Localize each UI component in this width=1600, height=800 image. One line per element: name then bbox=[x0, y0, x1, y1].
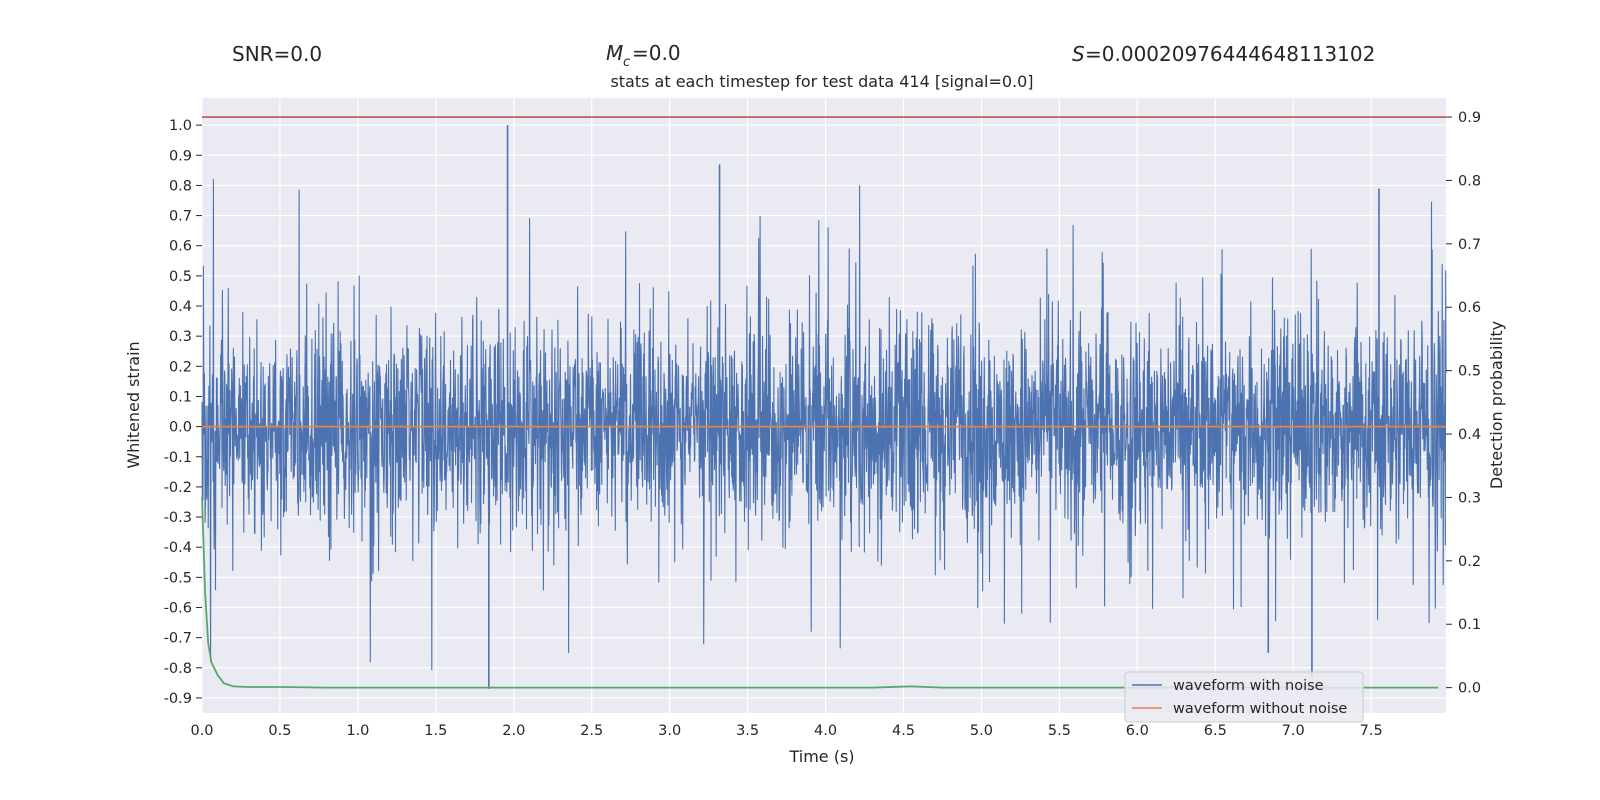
x-tick-label: 1.5 bbox=[424, 723, 447, 739]
y-tick-label: -0.3 bbox=[164, 510, 192, 526]
chart-title: stats at each timestep for test data 414… bbox=[610, 72, 1033, 91]
x-tick-label: 5.5 bbox=[1048, 723, 1071, 739]
x-tick-label: 4.0 bbox=[814, 723, 837, 739]
legend-label-without-noise: waveform without noise bbox=[1173, 701, 1347, 717]
y-tick-label: -0.1 bbox=[164, 450, 192, 466]
snr-label: SNR=0.0 bbox=[232, 42, 322, 66]
y2-tick-label: 0.3 bbox=[1458, 490, 1481, 506]
x-tick-label: 2.0 bbox=[502, 723, 525, 739]
x-tick-label: 0.0 bbox=[190, 723, 213, 739]
x-tick-label: 6.5 bbox=[1204, 723, 1227, 739]
y-tick-label: -0.2 bbox=[164, 480, 192, 496]
y-tick-label: 0.6 bbox=[169, 239, 192, 255]
y2-tick-label: 0.5 bbox=[1458, 364, 1481, 380]
y2-tick-label: 0.9 bbox=[1458, 110, 1481, 126]
y-tick-label: -0.5 bbox=[164, 570, 192, 586]
legend-box bbox=[1124, 671, 1364, 723]
svg-text:c: c bbox=[623, 55, 630, 70]
y-tick-label: 0.0 bbox=[169, 420, 192, 436]
waveform-with-noise-line bbox=[201, 178, 1447, 671]
x-tick-label: 3.5 bbox=[736, 723, 759, 739]
y-tick-label: -0.4 bbox=[164, 540, 192, 556]
y2-axis-label: Detection probability bbox=[1487, 321, 1506, 489]
x-tick-label: 7.0 bbox=[1282, 723, 1305, 739]
chirp-mass-label: M c =0.0 bbox=[606, 41, 681, 70]
x-tick-label: 2.5 bbox=[580, 723, 603, 739]
s-stat-value: =0.00020976444648113102 bbox=[1085, 42, 1375, 66]
y-tick-label: 0.7 bbox=[169, 209, 192, 225]
y-axis-label: Whitened strain bbox=[124, 341, 143, 468]
waveform-with-noise-series bbox=[201, 125, 1447, 689]
legend-label-with-noise: waveform with noise bbox=[1173, 678, 1324, 694]
y2-tick-label: 0.8 bbox=[1458, 173, 1481, 189]
y-tick-label: 0.9 bbox=[169, 148, 192, 164]
x-axis-label: Time (s) bbox=[788, 747, 854, 766]
legend: waveform with noise waveform without noi… bbox=[1124, 671, 1364, 723]
y-tick-label: 0.5 bbox=[169, 269, 192, 285]
x-axis-ticks: 0.0 0.5 1.0 1.5 2.0 2.5 3.0 3.5 4.0 4.5 5.0 5.5 6.0 6… bbox=[190, 723, 1382, 739]
x-tick-label: 6.0 bbox=[1126, 723, 1149, 739]
y-tick-label: 0.2 bbox=[169, 359, 192, 375]
y2-tick-label: 0.1 bbox=[1458, 617, 1481, 633]
y-tick-label: -0.7 bbox=[164, 631, 192, 647]
y2-axis-ticks: 0.0 0.1 0.2 0.3 0.4 0.5 0.6 0.7 0.8 0.9 bbox=[1446, 110, 1481, 697]
y-tick-label: 0.1 bbox=[169, 389, 192, 405]
y-tick-label: 0.8 bbox=[169, 178, 192, 194]
y-axis-ticks: -0.9 -0.8 -0.7 -0.6 -0.5 -0.4 -0.3 -0.2 -0.1 0.0 0… bbox=[164, 118, 202, 707]
s-stat-label: S =0.00020976444648113102 bbox=[1072, 42, 1375, 66]
detection-probability-line bbox=[201, 497, 1439, 689]
x-tick-label: 1.0 bbox=[346, 723, 369, 739]
x-tick-label: 3.0 bbox=[658, 723, 681, 739]
y2-tick-label: 0.7 bbox=[1458, 237, 1481, 253]
y2-tick-label: 0.6 bbox=[1458, 300, 1481, 316]
svg-text:S: S bbox=[1072, 42, 1085, 66]
y2-tick-label: 0.0 bbox=[1458, 681, 1481, 697]
y-tick-label: -0.6 bbox=[164, 600, 192, 616]
y2-tick-label: 0.2 bbox=[1458, 554, 1481, 570]
y-tick-label: 1.0 bbox=[169, 118, 192, 134]
y-tick-label: 0.3 bbox=[169, 329, 192, 345]
y2-tick-label: 0.4 bbox=[1458, 427, 1481, 443]
y-tick-label: -0.9 bbox=[164, 691, 192, 707]
x-tick-label: 5.0 bbox=[970, 723, 993, 739]
y-tick-label: 0.4 bbox=[169, 299, 192, 315]
x-tick-label: 4.5 bbox=[892, 723, 915, 739]
chirp-mass-value: =0.0 bbox=[632, 41, 681, 65]
x-tick-label: 7.5 bbox=[1360, 723, 1383, 739]
y-tick-label: -0.8 bbox=[164, 661, 192, 677]
x-tick-label: 0.5 bbox=[268, 723, 291, 739]
svg-text:M: M bbox=[606, 41, 623, 65]
